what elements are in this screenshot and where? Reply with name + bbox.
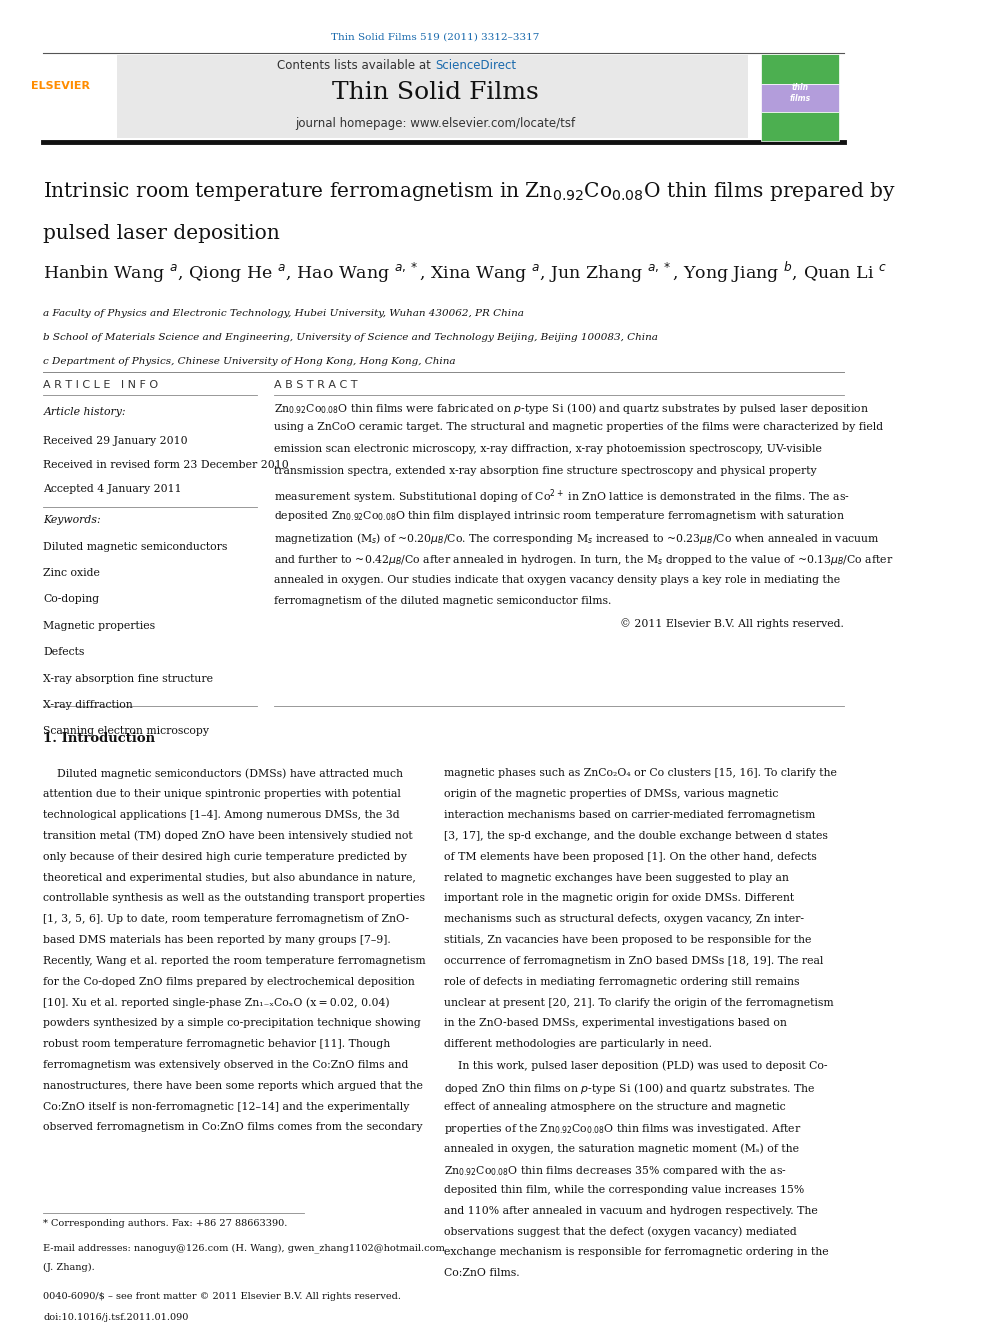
Text: magnetic phases such as ZnCo₂O₄ or Co clusters [15, 16]. To clarify the: magnetic phases such as ZnCo₂O₄ or Co cl…: [443, 769, 836, 778]
Text: related to magnetic exchanges have been suggested to play an: related to magnetic exchanges have been …: [443, 873, 789, 882]
Text: annealed in oxygen, the saturation magnetic moment (Mₛ) of the: annealed in oxygen, the saturation magne…: [443, 1143, 799, 1154]
Text: b School of Materials Science and Engineering, University of Science and Technol: b School of Materials Science and Engine…: [44, 333, 659, 341]
Text: Zinc oxide: Zinc oxide: [44, 568, 100, 578]
Text: unclear at present [20, 21]. To clarify the origin of the ferromagnetism: unclear at present [20, 21]. To clarify …: [443, 998, 833, 1008]
Text: doped ZnO thin films on $p$-type Si (100) and quartz substrates. The: doped ZnO thin films on $p$-type Si (100…: [443, 1081, 815, 1095]
Text: * Corresponding authors. Fax: +86 27 88663390.: * Corresponding authors. Fax: +86 27 886…: [44, 1220, 288, 1228]
Text: and further to ~0.42$\mu_B$/Co after annealed in hydrogen. In turn, the M$_s$ dr: and further to ~0.42$\mu_B$/Co after ann…: [274, 553, 894, 568]
FancyBboxPatch shape: [761, 83, 839, 112]
Text: technological applications [1–4]. Among numerous DMSs, the 3d: technological applications [1–4]. Among …: [44, 810, 400, 820]
Text: important role in the magnetic origin for oxide DMSs. Different: important role in the magnetic origin fo…: [443, 893, 794, 904]
FancyBboxPatch shape: [761, 112, 839, 142]
Text: for the Co-doped ZnO films prepared by electrochemical deposition: for the Co-doped ZnO films prepared by e…: [44, 976, 416, 987]
Text: transmission spectra, extended x-ray absorption fine structure spectroscopy and : transmission spectra, extended x-ray abs…: [274, 466, 816, 476]
Text: only because of their desired high curie temperature predicted by: only because of their desired high curie…: [44, 852, 408, 861]
Text: ELSEVIER: ELSEVIER: [32, 81, 90, 91]
Text: Diluted magnetic semiconductors (DMSs) have attracted much: Diluted magnetic semiconductors (DMSs) h…: [44, 769, 404, 779]
Text: ScienceDirect: ScienceDirect: [434, 60, 516, 73]
Text: Keywords:: Keywords:: [44, 516, 101, 525]
Text: stitials, Zn vacancies have been proposed to be responsible for the: stitials, Zn vacancies have been propose…: [443, 935, 811, 945]
Text: powders synthesized by a simple co-precipitation technique showing: powders synthesized by a simple co-preci…: [44, 1019, 422, 1028]
Text: 1. Introduction: 1. Introduction: [44, 732, 156, 745]
Text: observed ferromagnetism in Co:ZnO films comes from the secondary: observed ferromagnetism in Co:ZnO films …: [44, 1122, 423, 1132]
FancyBboxPatch shape: [117, 56, 748, 139]
Text: interaction mechanisms based on carrier-mediated ferromagnetism: interaction mechanisms based on carrier-…: [443, 810, 814, 820]
Text: E-mail addresses: nanoguy@126.com (H. Wang), gwen_zhang1102@hotmail.com: E-mail addresses: nanoguy@126.com (H. Wa…: [44, 1242, 445, 1253]
Text: based DMS materials has been reported by many groups [7–9].: based DMS materials has been reported by…: [44, 935, 391, 945]
Text: pulsed laser deposition: pulsed laser deposition: [44, 224, 280, 243]
Text: (J. Zhang).: (J. Zhang).: [44, 1262, 95, 1271]
Text: exchange mechanism is responsible for ferromagnetic ordering in the: exchange mechanism is responsible for fe…: [443, 1248, 828, 1257]
Text: Recently, Wang et al. reported the room temperature ferromagnetism: Recently, Wang et al. reported the room …: [44, 957, 427, 966]
Text: annealed in oxygen. Our studies indicate that oxygen vacancy density plays a key: annealed in oxygen. Our studies indicate…: [274, 574, 840, 585]
Text: attention due to their unique spintronic properties with potential: attention due to their unique spintronic…: [44, 790, 402, 799]
Text: origin of the magnetic properties of DMSs, various magnetic: origin of the magnetic properties of DMS…: [443, 790, 778, 799]
Text: doi:10.1016/j.tsf.2011.01.090: doi:10.1016/j.tsf.2011.01.090: [44, 1312, 188, 1322]
Text: Defects: Defects: [44, 647, 85, 658]
FancyBboxPatch shape: [761, 54, 839, 83]
Text: A R T I C L E   I N F O: A R T I C L E I N F O: [44, 380, 159, 390]
Text: using a ZnCoO ceramic target. The structural and magnetic properties of the film: using a ZnCoO ceramic target. The struct…: [274, 422, 883, 433]
Text: thin
films: thin films: [790, 83, 810, 103]
Text: deposited thin film, while the corresponding value increases 15%: deposited thin film, while the correspon…: [443, 1185, 804, 1195]
Text: journal homepage: www.elsevier.com/locate/tsf: journal homepage: www.elsevier.com/locat…: [295, 118, 575, 131]
Text: Co:ZnO films.: Co:ZnO films.: [443, 1269, 519, 1278]
Text: In this work, pulsed laser deposition (PLD) was used to deposit Co-: In this work, pulsed laser deposition (P…: [443, 1060, 827, 1070]
Text: transition metal (TM) doped ZnO have been intensively studied not: transition metal (TM) doped ZnO have bee…: [44, 831, 413, 841]
Text: and 110% after annealed in vacuum and hydrogen respectively. The: and 110% after annealed in vacuum and hy…: [443, 1205, 817, 1216]
Text: Zn$_{0.92}$Co$_{0.08}$O thin films decreases 35% compared with the as-: Zn$_{0.92}$Co$_{0.08}$O thin films decre…: [443, 1164, 787, 1177]
Text: Received 29 January 2010: Received 29 January 2010: [44, 437, 188, 446]
Text: properties of the Zn$_{0.92}$Co$_{0.08}$O thin films was investigated. After: properties of the Zn$_{0.92}$Co$_{0.08}$…: [443, 1122, 801, 1136]
Text: effect of annealing atmosphere on the structure and magnetic: effect of annealing atmosphere on the st…: [443, 1102, 786, 1111]
Text: Hanbin Wang $^a$, Qiong He $^a$, Hao Wang $^{a,*}$, Xina Wang $^a$, Jun Zhang $^: Hanbin Wang $^a$, Qiong He $^a$, Hao Wan…: [44, 261, 887, 286]
Text: in the ZnO-based DMSs, experimental investigations based on: in the ZnO-based DMSs, experimental inve…: [443, 1019, 787, 1028]
Text: Diluted magnetic semiconductors: Diluted magnetic semiconductors: [44, 541, 228, 552]
Text: deposited Zn$_{0.92}$Co$_{0.08}$O thin film displayed intrinsic room temperature: deposited Zn$_{0.92}$Co$_{0.08}$O thin f…: [274, 509, 845, 524]
Text: measurement system. Substitutional doping of Co$^{2+}$ in ZnO lattice is demonst: measurement system. Substitutional dopin…: [274, 488, 850, 507]
Text: a Faculty of Physics and Electronic Technology, Hubei University, Wuhan 430062, : a Faculty of Physics and Electronic Tech…: [44, 310, 525, 319]
Text: different methodologies are particularly in need.: different methodologies are particularly…: [443, 1039, 711, 1049]
Text: c Department of Physics, Chinese University of Hong Kong, Hong Kong, China: c Department of Physics, Chinese Univers…: [44, 357, 456, 365]
Text: occurrence of ferromagnetism in ZnO based DMSs [18, 19]. The real: occurrence of ferromagnetism in ZnO base…: [443, 957, 823, 966]
Text: of TM elements have been proposed [1]. On the other hand, defects: of TM elements have been proposed [1]. O…: [443, 852, 816, 861]
Text: A B S T R A C T: A B S T R A C T: [274, 380, 357, 390]
Text: [3, 17], the sp-d exchange, and the double exchange between d states: [3, 17], the sp-d exchange, and the doub…: [443, 831, 827, 841]
Text: observations suggest that the defect (oxygen vacancy) mediated: observations suggest that the defect (ox…: [443, 1226, 797, 1237]
Text: X-ray absorption fine structure: X-ray absorption fine structure: [44, 673, 213, 684]
Text: Magnetic properties: Magnetic properties: [44, 620, 156, 631]
Text: X-ray diffraction: X-ray diffraction: [44, 700, 133, 710]
Text: 0040-6090/$ – see front matter © 2011 Elsevier B.V. All rights reserved.: 0040-6090/$ – see front matter © 2011 El…: [44, 1291, 402, 1301]
Text: magnetization (M$_s$) of ~0.20$\mu_B$/Co. The corresponding M$_s$ increased to ~: magnetization (M$_s$) of ~0.20$\mu_B$/Co…: [274, 531, 880, 546]
Text: Intrinsic room temperature ferromagnetism in Zn$_{0.92}$Co$_{0.08}$O thin films : Intrinsic room temperature ferromagnetis…: [44, 180, 896, 202]
Text: [10]. Xu et al. reported single-phase Zn₁₋ₓCoₓO (x = 0.02, 0.04): [10]. Xu et al. reported single-phase Zn…: [44, 998, 390, 1008]
Text: Thin Solid Films: Thin Solid Films: [331, 81, 539, 103]
Text: Contents lists available at: Contents lists available at: [278, 60, 434, 73]
Text: controllable synthesis as well as the outstanding transport properties: controllable synthesis as well as the ou…: [44, 893, 426, 904]
Text: Zn$_{0.92}$Co$_{0.08}$O thin films were fabricated on $p$-type Si (100) and quar: Zn$_{0.92}$Co$_{0.08}$O thin films were …: [274, 401, 869, 415]
Text: theoretical and experimental studies, but also abundance in nature,: theoretical and experimental studies, bu…: [44, 873, 417, 882]
Text: ferromagnetism was extensively observed in the Co:ZnO films and: ferromagnetism was extensively observed …: [44, 1060, 409, 1070]
Text: mechanisms such as structural defects, oxygen vacancy, Zn inter-: mechanisms such as structural defects, o…: [443, 914, 804, 925]
Text: role of defects in mediating ferromagnetic ordering still remains: role of defects in mediating ferromagnet…: [443, 976, 800, 987]
Text: Co:ZnO itself is non-ferromagnetic [12–14] and the experimentally: Co:ZnO itself is non-ferromagnetic [12–1…: [44, 1102, 410, 1111]
Text: Article history:: Article history:: [44, 407, 126, 417]
Text: robust room temperature ferromagnetic behavior [11]. Though: robust room temperature ferromagnetic be…: [44, 1039, 391, 1049]
Text: [1, 3, 5, 6]. Up to date, room temperature ferromagnetism of ZnO-: [1, 3, 5, 6]. Up to date, room temperatu…: [44, 914, 410, 925]
Text: nanostructures, there have been some reports which argued that the: nanostructures, there have been some rep…: [44, 1081, 424, 1091]
Text: ferromagnetism of the diluted magnetic semiconductor films.: ferromagnetism of the diluted magnetic s…: [274, 597, 611, 606]
Text: © 2011 Elsevier B.V. All rights reserved.: © 2011 Elsevier B.V. All rights reserved…: [620, 618, 843, 628]
Text: Scanning electron microscopy: Scanning electron microscopy: [44, 726, 209, 737]
Text: Thin Solid Films 519 (2011) 3312–3317: Thin Solid Films 519 (2011) 3312–3317: [330, 32, 539, 41]
Text: Received in revised form 23 December 2010: Received in revised form 23 December 201…: [44, 460, 290, 470]
Text: emission scan electronic microscopy, x-ray diffraction, x-ray photoemission spec: emission scan electronic microscopy, x-r…: [274, 445, 821, 454]
Text: Accepted 4 January 2011: Accepted 4 January 2011: [44, 484, 183, 493]
Text: Co-doping: Co-doping: [44, 594, 99, 605]
